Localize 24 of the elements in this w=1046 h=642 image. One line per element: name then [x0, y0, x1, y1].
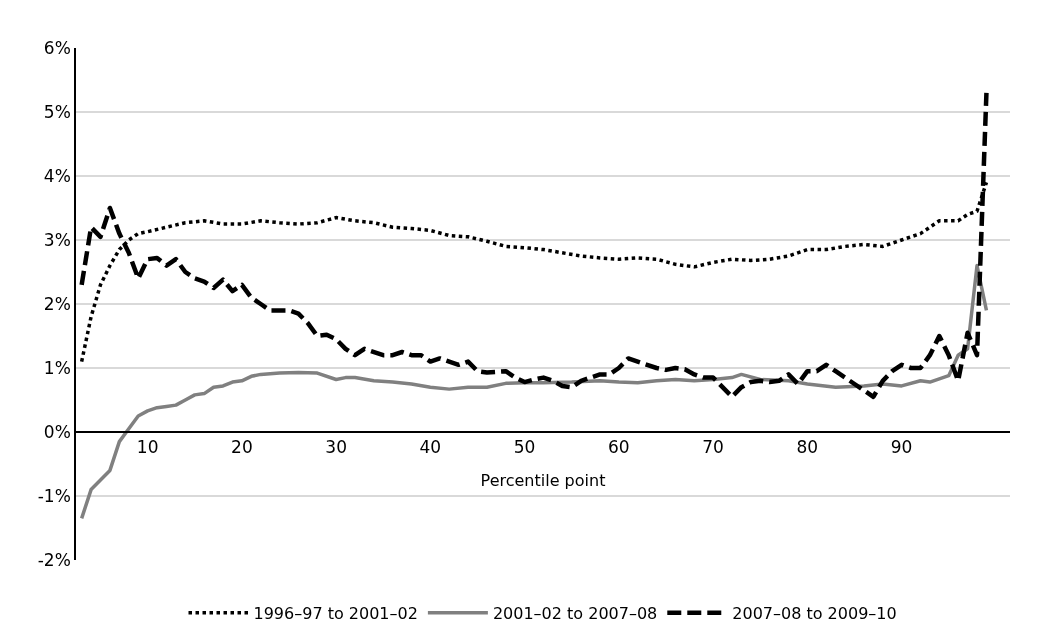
y-tick-label: 1%: [43, 357, 71, 378]
y-tick-label: 2%: [43, 293, 71, 314]
x-tick-label: 70: [702, 437, 724, 458]
x-tick-label: 60: [608, 437, 630, 458]
y-tick-label: -1%: [37, 485, 71, 506]
y-tick-label: -2%: [37, 549, 71, 570]
legend-label: 1996–97 to 2001–02: [253, 603, 418, 623]
x-tick-label: 90: [890, 437, 913, 458]
x-tick-label: 50: [513, 437, 536, 458]
legend-label: 2007–08 to 2009–10: [732, 603, 897, 623]
x-tick-label: 20: [231, 437, 253, 458]
line-series: [79, 90, 989, 400]
y-tick-label: 6%: [43, 37, 71, 58]
x-tick-label: 10: [136, 437, 159, 458]
y-tick-label: 0%: [43, 421, 71, 442]
y-tick-label: 4%: [43, 165, 71, 186]
x-tick-label: 80: [796, 437, 819, 458]
y-tick-label: 3%: [43, 229, 71, 250]
legend-label: 2001–02 to 2007–08: [492, 603, 658, 623]
x-axis-title: Percentile point: [480, 471, 606, 491]
x-tick-label: 40: [419, 437, 442, 458]
line-series: [79, 263, 989, 521]
y-tick-label: 5%: [43, 101, 71, 122]
x-tick-label: 30: [325, 437, 347, 458]
